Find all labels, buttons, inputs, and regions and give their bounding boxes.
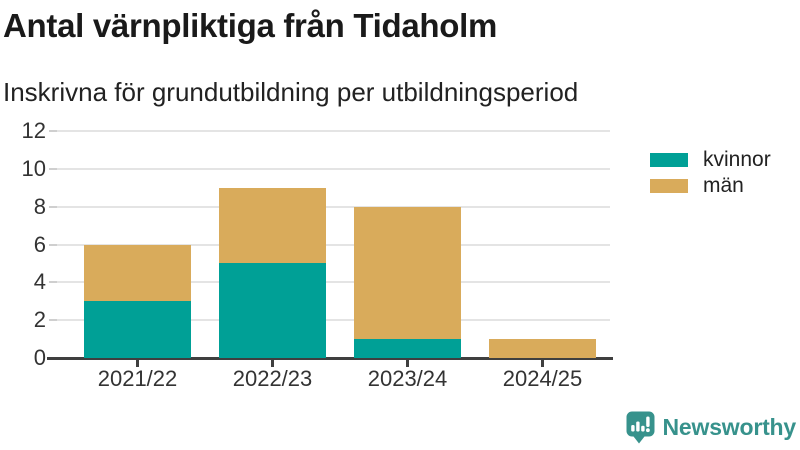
gridline <box>57 167 610 170</box>
logo-text: Newsworthy <box>662 414 797 440</box>
bar-segment-män[interactable] <box>84 244 191 302</box>
chart-title: Antal värnpliktiga från Tidaholm <box>3 7 498 44</box>
legend-swatch-kvinnor <box>650 153 688 167</box>
legend-swatch-man <box>650 179 688 193</box>
gridline <box>57 319 610 322</box>
bar-chart-speech-bubble-icon <box>625 410 656 445</box>
y-axis-label: 8 <box>33 193 46 219</box>
bar-segment-kvinnor[interactable] <box>84 301 191 358</box>
legend-item-man[interactable]: män <box>650 173 771 199</box>
y-tick-mark-zero <box>47 357 55 360</box>
y-tick-mark <box>49 205 57 208</box>
chart-legend: kvinnor män <box>650 147 771 199</box>
x-axis-label: 2023/24 <box>367 366 448 391</box>
x-axis-label: 2022/23 <box>232 366 313 391</box>
bar-segment-kvinnor[interactable] <box>219 263 326 358</box>
y-tick-mark <box>49 319 57 322</box>
x-axis-line <box>55 357 613 360</box>
bar-segment-kvinnor[interactable] <box>354 339 461 358</box>
legend-label: kvinnor <box>703 148 771 171</box>
bar-segment-män[interactable] <box>489 339 596 358</box>
x-tick-mark <box>136 360 139 367</box>
x-tick-mark <box>406 360 409 367</box>
y-tick-mark <box>49 167 57 170</box>
bar-segment-män[interactable] <box>219 187 326 264</box>
y-axis-label: 2 <box>33 307 46 333</box>
gridline <box>57 281 610 284</box>
x-tick-mark <box>271 360 274 367</box>
y-axis-label: 4 <box>33 269 46 295</box>
y-tick-mark <box>49 281 57 284</box>
x-tick-mark <box>541 360 544 367</box>
y-tick-mark <box>49 130 57 132</box>
newsworthy-logo[interactable]: Newsworthy <box>625 409 796 445</box>
legend-label: män <box>703 174 744 197</box>
y-axis-label: 0 <box>33 345 46 370</box>
gridline <box>57 130 610 132</box>
x-axis-label: 2024/25 <box>502 366 583 391</box>
y-tick-mark <box>49 243 57 246</box>
gridline <box>57 243 610 246</box>
x-axis-label: 2021/22 <box>97 366 178 391</box>
bar-segment-män[interactable] <box>354 206 461 340</box>
y-axis-label: 12 <box>21 118 46 143</box>
y-axis-label: 6 <box>33 231 46 257</box>
gridline <box>57 205 610 208</box>
legend-item-kvinnor[interactable]: kvinnor <box>650 147 771 173</box>
chart-subtitle: Inskrivna för grundutbildning per utbild… <box>3 77 579 107</box>
y-axis-label: 10 <box>21 155 46 181</box>
